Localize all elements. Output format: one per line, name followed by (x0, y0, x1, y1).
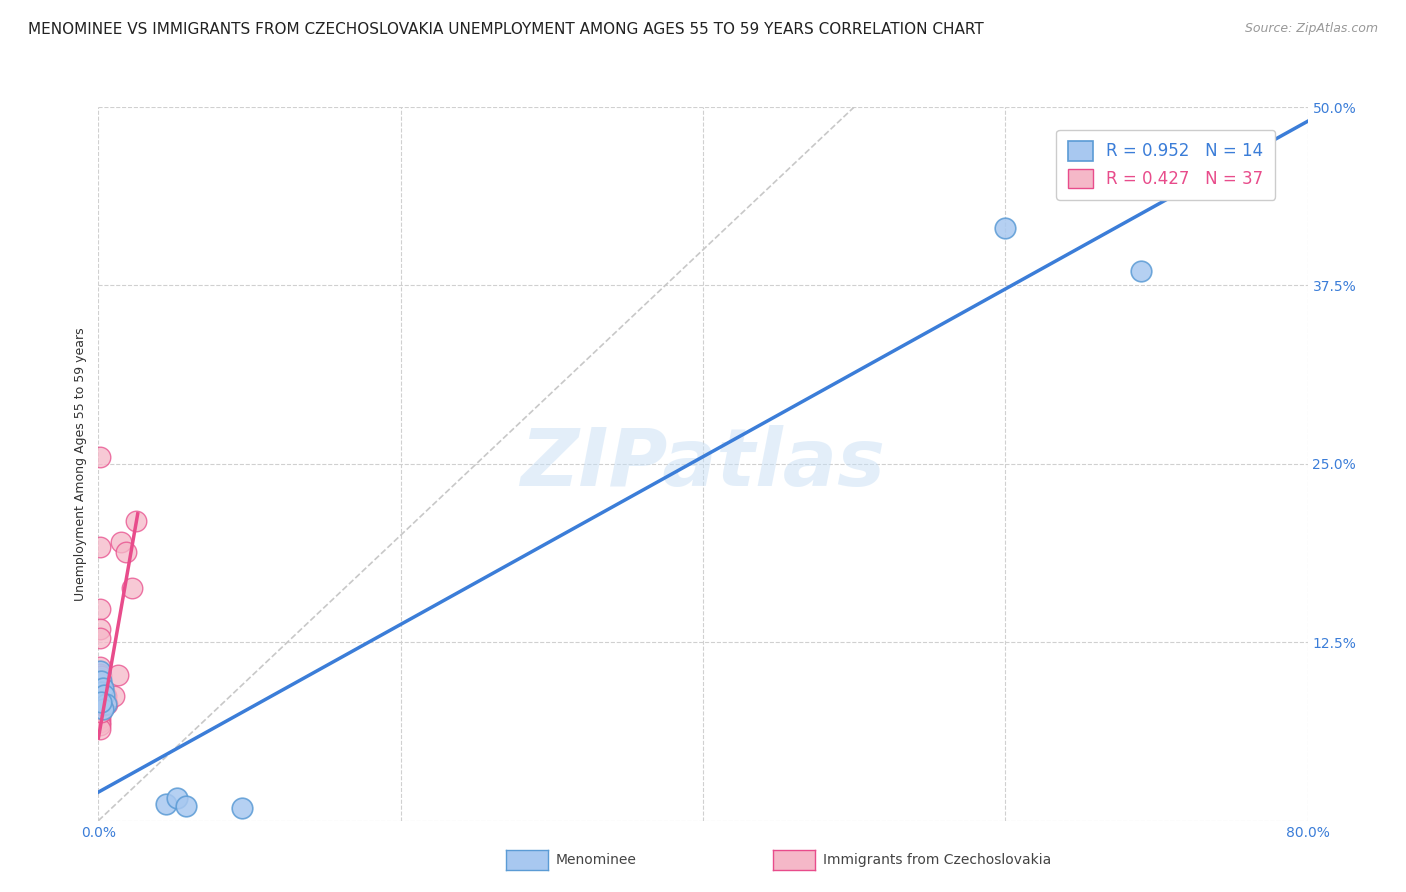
Point (114, 545, 136, 559)
Text: Source: ZipAtlas.com: Source: ZipAtlas.com (1244, 22, 1378, 36)
Point (94, 697, 117, 711)
Point (89, 664, 111, 678)
Point (89, 681, 111, 695)
Point (125, 514, 148, 528)
Point (93, 688, 115, 702)
Point (91, 683, 114, 698)
Point (103, 690, 125, 704)
Point (89, 695, 111, 709)
Point (90, 676, 112, 690)
Y-axis label: Unemployment Among Ages 55 to 59 years: Unemployment Among Ages 55 to 59 years (75, 327, 87, 600)
Text: ZIPatlas: ZIPatlas (520, 425, 886, 503)
Point (110, 535, 132, 549)
Point (90, 683, 112, 698)
Text: MENOMINEE VS IMMIGRANTS FROM CZECHOSLOVAKIA UNEMPLOYMENT AMONG AGES 55 TO 59 YEA: MENOMINEE VS IMMIGRANTS FROM CZECHOSLOVA… (28, 22, 984, 37)
Point (91, 681, 114, 695)
Point (89, 715, 111, 730)
Point (174, 799, 197, 814)
Point (89, 699, 111, 714)
Point (89, 540, 111, 554)
Point (1130, 264, 1153, 278)
Point (89, 711, 111, 725)
Point (89, 450, 111, 464)
Point (89, 718, 111, 732)
Point (231, 801, 253, 815)
Point (91, 698, 114, 712)
Point (107, 668, 129, 682)
Point (90, 685, 112, 699)
Point (89, 702, 111, 716)
Point (91, 702, 114, 716)
Point (89, 666, 111, 681)
Point (89, 675, 111, 690)
Point (89, 690, 111, 704)
Point (89, 623, 111, 637)
Point (994, 221, 1017, 235)
Point (90, 690, 112, 705)
Point (90, 695, 112, 709)
Point (166, 790, 188, 805)
Point (90, 705, 112, 719)
Point (89, 685, 111, 699)
Point (89, 602, 111, 616)
Point (89, 671, 111, 685)
Point (89, 659, 111, 673)
Point (96, 697, 118, 711)
Point (90, 698, 112, 712)
Text: Menominee: Menominee (555, 853, 637, 867)
Point (90, 669, 112, 683)
Point (90, 673, 112, 688)
Text: Immigrants from Czechoslovakia: Immigrants from Czechoslovakia (823, 853, 1050, 867)
Point (89, 723, 111, 737)
Point (121, 581, 143, 595)
Point (89, 706, 111, 721)
Point (91, 690, 114, 705)
Legend: R = 0.952   N = 14, R = 0.427   N = 37: R = 0.952 N = 14, R = 0.427 N = 37 (1056, 129, 1275, 200)
Point (155, 797, 177, 811)
Point (94, 690, 117, 704)
Point (89, 631, 111, 645)
